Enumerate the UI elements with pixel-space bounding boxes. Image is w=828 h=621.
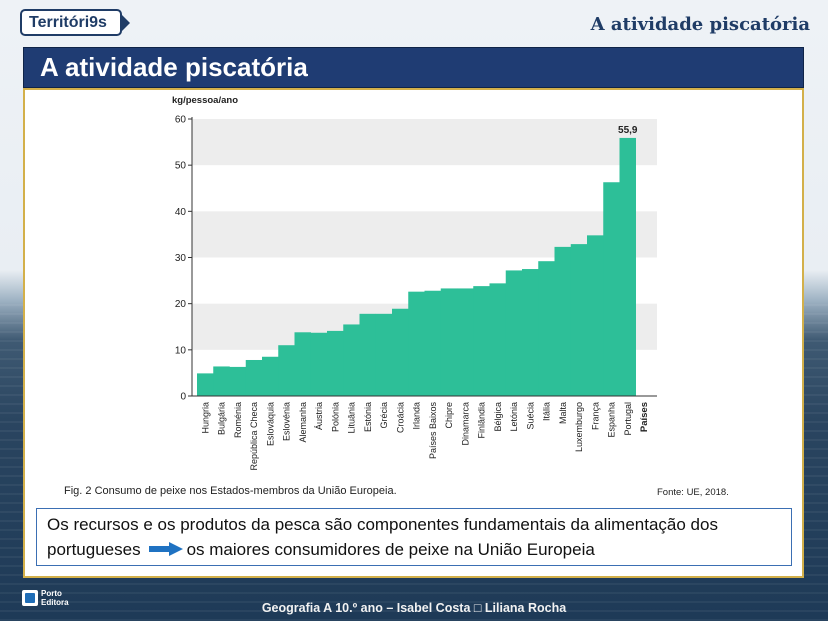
summary-line-1: Os recursos e os produtos da pesca são c… — [47, 515, 718, 534]
figure-caption: Fig. 2 Consumo de peixe nos Estados-memb… — [64, 485, 397, 497]
x-tick-label: Letónia — [509, 402, 519, 432]
porto-editora-icon — [22, 590, 38, 606]
bar — [440, 288, 458, 396]
x-tick-label: Suécia — [525, 402, 535, 430]
data-label: 55,9 — [618, 125, 638, 136]
bar — [229, 366, 246, 396]
logo-arrow-icon — [121, 14, 130, 32]
content-panel: 0 10 20 30 40 50 60 kg/pessoa/ano Hungria Bulgári… — [23, 88, 804, 578]
x-tick-label: Grécia — [379, 402, 389, 429]
x-tick-label: Dinamarca — [460, 402, 470, 446]
y-tick-label: 20 — [175, 299, 187, 310]
bar — [213, 366, 230, 396]
x-axis-label: Países — [639, 402, 650, 432]
x-tick-label: Polónia — [330, 402, 340, 432]
bar — [522, 269, 539, 396]
x-tick-label: Espanha — [607, 402, 617, 438]
x-tick-label: Eslovénia — [282, 402, 292, 441]
slide-title: A atividade piscatória — [40, 52, 308, 82]
y-tick-label: 10 — [175, 345, 187, 356]
x-tick-label: Luxemburgo — [574, 402, 584, 452]
bar — [310, 332, 328, 396]
logo-text: Territóri9s — [29, 14, 107, 31]
x-tick-label: Irlanda — [412, 402, 422, 430]
bar — [327, 330, 344, 396]
bar — [538, 261, 555, 396]
x-tick-label: Malta — [558, 402, 568, 424]
grid-band — [192, 119, 657, 166]
x-tick-label: Croácia — [395, 402, 405, 433]
bar — [587, 235, 604, 396]
summary-textbox: Os recursos e os produtos da pesca são c… — [36, 508, 792, 566]
bar — [489, 283, 506, 396]
header-title: A atividade piscatória — [590, 14, 810, 35]
bar — [343, 324, 360, 396]
bar — [359, 313, 376, 396]
x-tick-label: Lituânia — [347, 402, 357, 434]
bar — [570, 244, 588, 396]
x-tick-label: Estónia — [363, 402, 373, 432]
bar — [375, 313, 393, 396]
y-tick-label: 30 — [175, 253, 187, 264]
bar — [424, 290, 441, 396]
x-tick-label: Chipre — [444, 402, 454, 429]
x-tick-label: Bulgária — [217, 402, 227, 435]
footer-credits: Geografia A 10.º ano – Isabel Costa □ Li… — [261, 601, 567, 615]
y-tick-label: 60 — [175, 115, 187, 126]
x-tick-label: República Checa — [249, 402, 259, 471]
bar-chart: 0 10 20 30 40 50 60 kg/pessoa/ano Hungria Bulgári… — [172, 95, 657, 471]
summary-line-2-end: os maiores consumidores de peixe na Uniã… — [186, 540, 595, 559]
y-axis-label: kg/pessoa/ano — [172, 95, 238, 106]
bar — [294, 332, 311, 396]
bar — [457, 288, 474, 396]
bar — [245, 359, 263, 396]
bar — [392, 308, 409, 396]
bar — [408, 291, 425, 396]
y-tick-label: 40 — [175, 207, 187, 218]
x-tick-label: Bélgica — [493, 402, 503, 432]
x-tick-label: Itália — [542, 402, 552, 421]
x-tick-label: Hungria — [200, 402, 210, 434]
x-tick-label: Áustria — [314, 402, 324, 430]
bar — [197, 373, 214, 396]
bar — [619, 137, 636, 396]
territorios-logo: Territóri9s — [20, 9, 130, 36]
x-tick-label: Eslováquia — [265, 402, 275, 446]
bar — [473, 286, 490, 396]
bar — [278, 345, 295, 396]
summary-line-2-start: portugueses — [47, 540, 141, 559]
publisher-line-2: Editora — [41, 598, 69, 607]
bar — [505, 270, 523, 396]
bar — [262, 356, 279, 396]
slide-title-bar: A atividade piscatória — [23, 47, 804, 88]
publisher-line-1: Porto — [41, 589, 62, 598]
summary-line-2: portugueses os maiores consumidores de pe… — [47, 540, 595, 560]
x-tick-label: Portugal — [623, 402, 633, 436]
bar — [554, 246, 571, 396]
x-tick-label: França — [590, 402, 600, 430]
x-tick-label: Alemanha — [298, 402, 308, 443]
x-tick-label: Países Baixos — [428, 402, 438, 460]
y-tick-label: 0 — [180, 392, 186, 403]
x-tick-label: Roménia — [233, 402, 243, 438]
bar — [603, 182, 620, 396]
porto-editora-logo: Porto Editora — [22, 588, 72, 610]
figure-source: Fonte: UE, 2018. — [657, 487, 729, 498]
right-arrow-icon — [148, 542, 183, 556]
y-tick-label: 50 — [175, 161, 187, 172]
x-tick-label: Finlândia — [477, 402, 487, 439]
